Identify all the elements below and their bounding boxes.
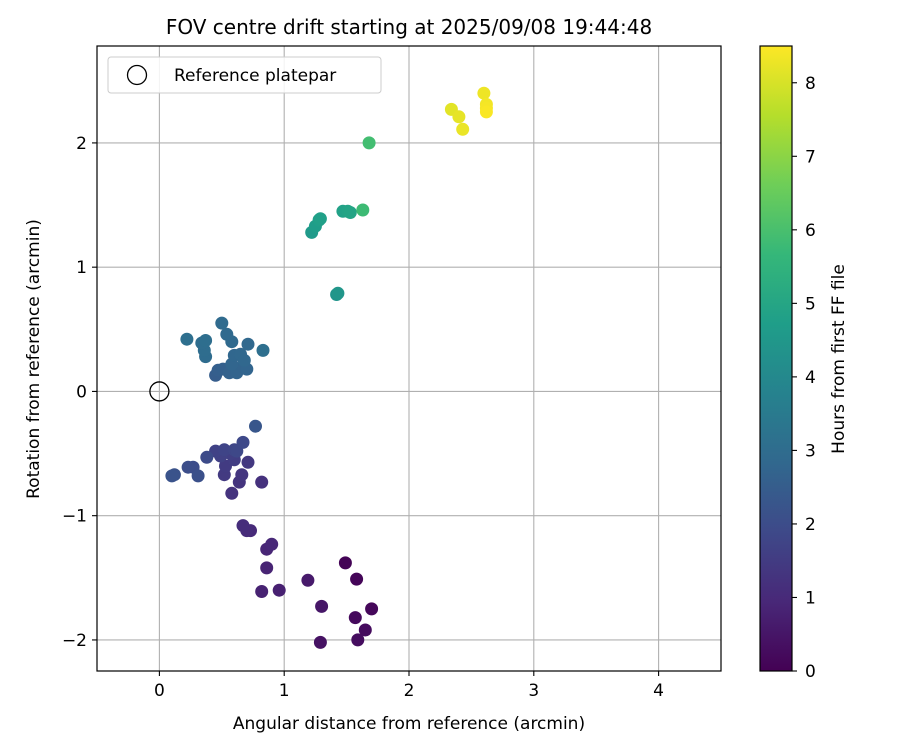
colorbar-tick-label: 4 (805, 368, 816, 388)
x-tick-label: 1 (279, 681, 290, 701)
data-point (241, 337, 255, 351)
data-point (165, 469, 179, 483)
x-tick-label: 4 (653, 681, 664, 701)
data-point (343, 206, 357, 219)
chart-title: FOV centre drift starting at 2025/09/08 … (166, 15, 652, 39)
legend-entry-reference: Reference platepar (174, 66, 336, 86)
data-point (256, 343, 270, 357)
legend: Reference platepar (107, 56, 382, 94)
data-point (351, 633, 365, 647)
colorbar-tick-label: 6 (805, 221, 816, 241)
data-points (165, 86, 493, 649)
y-tick-label: 0 (76, 382, 87, 402)
colorbar-frame (759, 45, 793, 672)
colorbar-tick-label: 2 (805, 515, 816, 535)
data-point (301, 573, 315, 587)
data-point (313, 212, 327, 226)
data-point (313, 635, 327, 649)
legend-reference-marker (126, 64, 148, 86)
data-point (217, 443, 231, 457)
y-tick-label: −2 (62, 631, 87, 651)
colorbar: 0 1 2 3 4 5 6 7 8 Hours from first FF file (759, 45, 849, 682)
y-tick-label: 2 (76, 134, 87, 154)
data-point (200, 450, 214, 464)
data-point (356, 203, 370, 217)
colorbar-tick-label: 1 (805, 588, 816, 608)
data-point (241, 455, 255, 469)
y-axis-label: Rotation from reference (arcmin) (24, 219, 44, 499)
data-point (265, 537, 279, 551)
legend-box (107, 56, 382, 94)
data-point (477, 86, 491, 100)
data-point (315, 599, 329, 613)
data-point (255, 585, 269, 598)
data-point (456, 122, 470, 136)
colorbar-tick-label: 3 (805, 441, 816, 461)
data-point (237, 353, 251, 367)
x-tick-label: 0 (154, 681, 165, 701)
x-axis-ticks: 0 1 2 3 4 (154, 671, 664, 701)
data-point (191, 469, 205, 483)
y-axis-ticks: −2 −1 0 1 2 (62, 134, 97, 651)
colorbar-tick-label: 8 (805, 74, 816, 94)
data-point (181, 460, 195, 474)
data-point (215, 316, 229, 330)
x-tick-label: 3 (528, 681, 539, 701)
data-point (225, 486, 239, 500)
data-point (365, 602, 379, 616)
reference-marker-layer (149, 381, 170, 402)
colorbar-tick-label: 5 (805, 294, 816, 314)
grid (97, 46, 721, 671)
data-point (350, 572, 364, 586)
data-point (331, 286, 345, 300)
data-point (452, 110, 466, 124)
data-point (338, 556, 352, 570)
colorbar-ticks: 0 1 2 3 4 5 6 7 8 (792, 74, 816, 682)
x-axis-label: Angular distance from reference (arcmin) (233, 714, 585, 734)
data-point (235, 468, 249, 482)
colorbar-label: Hours from first FF file (829, 264, 849, 454)
data-point (180, 332, 194, 346)
data-point (260, 561, 274, 575)
data-point (348, 611, 362, 625)
y-tick-label: −1 (62, 507, 87, 527)
colorbar-tick-label: 0 (805, 662, 816, 682)
colorbar-tick-label: 7 (805, 147, 816, 167)
data-point (358, 623, 372, 637)
colorbar-gradient (760, 46, 792, 671)
x-tick-label: 2 (404, 681, 415, 701)
data-point (249, 419, 262, 433)
data-point (479, 105, 493, 119)
data-point (236, 519, 250, 533)
data-point (199, 334, 213, 347)
data-point (220, 327, 234, 341)
y-tick-label: 1 (76, 258, 87, 278)
data-point (236, 435, 250, 449)
data-point (272, 583, 286, 597)
data-point (362, 136, 376, 150)
reference-platepar-marker (149, 381, 170, 402)
data-point (255, 475, 269, 489)
